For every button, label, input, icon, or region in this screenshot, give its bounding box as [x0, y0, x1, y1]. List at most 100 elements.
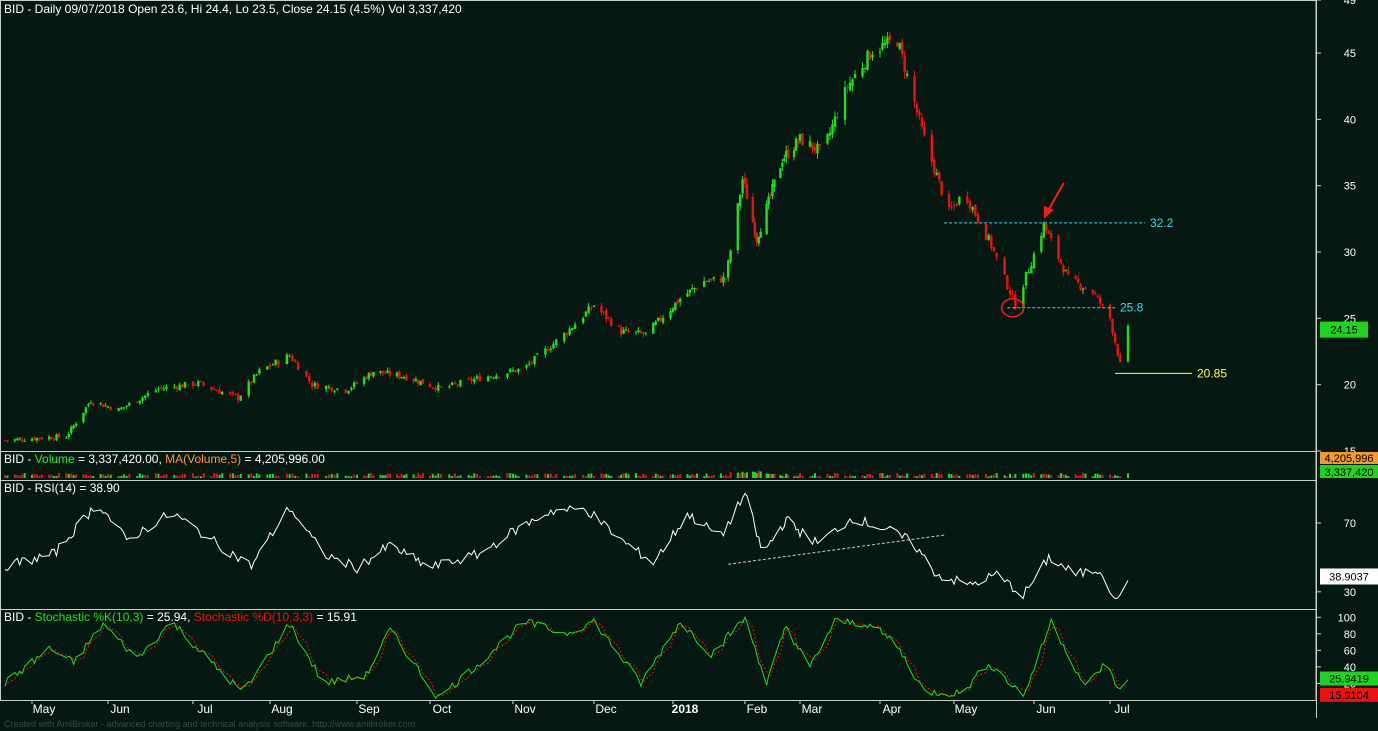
price-candle	[853, 74, 857, 78]
rsi-line	[4, 492, 1129, 600]
price-candle	[159, 387, 163, 389]
volume-bar	[617, 475, 620, 478]
price-candle	[350, 387, 353, 390]
volume-bar	[785, 473, 788, 478]
price-candle	[327, 386, 331, 388]
price-candle	[974, 205, 977, 216]
volume-bar	[769, 473, 772, 478]
price-candle	[421, 379, 425, 385]
price-candle	[637, 330, 640, 332]
price-candle	[1101, 304, 1104, 306]
price-candle	[175, 386, 179, 390]
price-candle	[634, 331, 638, 333]
volume-bar	[173, 474, 176, 478]
price-candle	[128, 402, 131, 406]
volume-bar	[607, 475, 610, 478]
price-candle	[779, 168, 782, 179]
volume-bar	[412, 474, 415, 478]
price-candle	[497, 376, 501, 378]
price-candle	[930, 134, 933, 162]
price-candle	[712, 276, 715, 279]
price-candle	[811, 142, 814, 150]
volume-bar	[644, 475, 647, 478]
price-candle	[412, 378, 415, 382]
price-candle	[644, 332, 648, 334]
price-candle	[310, 383, 314, 387]
volume-bar	[930, 473, 933, 478]
price-candle	[745, 183, 749, 200]
price-candle	[1030, 266, 1033, 274]
volume-bar	[659, 475, 662, 478]
price-level-label: 32.2	[1150, 216, 1174, 230]
price-candle	[1062, 265, 1065, 273]
volume-bar	[1096, 473, 1099, 478]
volume-bar	[563, 475, 566, 478]
price-candle	[101, 404, 105, 407]
price-candle	[74, 423, 78, 426]
volume-bar	[162, 474, 165, 478]
price-candle	[13, 439, 17, 441]
price-candle	[439, 386, 443, 388]
volume-bar	[365, 475, 368, 478]
volume-bar	[440, 473, 443, 478]
volume-bar	[901, 475, 904, 478]
price-candle	[1006, 275, 1009, 290]
price-candle	[355, 383, 359, 385]
price-candle	[886, 37, 889, 45]
price-candle	[901, 41, 904, 54]
price-candle	[661, 318, 665, 323]
volume-bar	[33, 473, 36, 478]
volume-bar	[102, 474, 105, 478]
volume-bar	[266, 474, 269, 478]
volume-bar	[587, 473, 590, 478]
price-candle	[183, 382, 187, 388]
volume-bar	[710, 476, 713, 478]
volume-bar	[48, 474, 51, 478]
x-axis-label: 2018	[672, 702, 699, 716]
volume-bar	[753, 471, 756, 478]
price-candle	[1096, 295, 1099, 297]
volume-bar	[1042, 473, 1045, 478]
price-candle	[624, 329, 628, 331]
price-candle	[866, 50, 869, 70]
price-candle	[268, 364, 272, 367]
volume-bar	[879, 473, 881, 478]
price-candle	[769, 194, 772, 196]
volume-bar	[379, 474, 382, 478]
volume-bar	[642, 473, 645, 478]
volume-bar	[429, 475, 431, 478]
volume-bar	[55, 476, 58, 478]
price-candle	[724, 278, 727, 280]
price-candle	[1108, 304, 1112, 319]
volume-bar	[144, 475, 147, 478]
price-candle	[247, 381, 250, 396]
price-candle	[181, 384, 184, 388]
price-candle	[755, 233, 758, 242]
price-candle	[109, 406, 112, 410]
volume-bar	[347, 475, 350, 478]
volume-bar	[370, 473, 373, 478]
price-candle	[801, 133, 804, 146]
volume-bar	[274, 475, 277, 478]
volume-bar	[18, 475, 21, 478]
price-candle	[18, 438, 21, 440]
volume-bar	[977, 474, 979, 478]
price-candle	[428, 383, 432, 388]
x-axis-label: Nov	[514, 702, 535, 716]
volume-bar	[1030, 475, 1033, 478]
volume-bar	[657, 474, 660, 478]
price-candle	[555, 339, 558, 345]
volume-bar	[593, 475, 595, 478]
volume-bar	[384, 475, 387, 478]
volume-bar	[367, 473, 370, 478]
volume-bar	[1064, 474, 1067, 478]
volume-bar	[779, 475, 782, 478]
volume-bar	[1101, 474, 1104, 478]
volume-bar	[184, 473, 187, 478]
volume-bar	[844, 475, 846, 478]
volume-bar	[157, 473, 160, 478]
volume-bar	[72, 475, 75, 478]
price-candle	[146, 393, 150, 396]
price-candle	[940, 181, 943, 195]
